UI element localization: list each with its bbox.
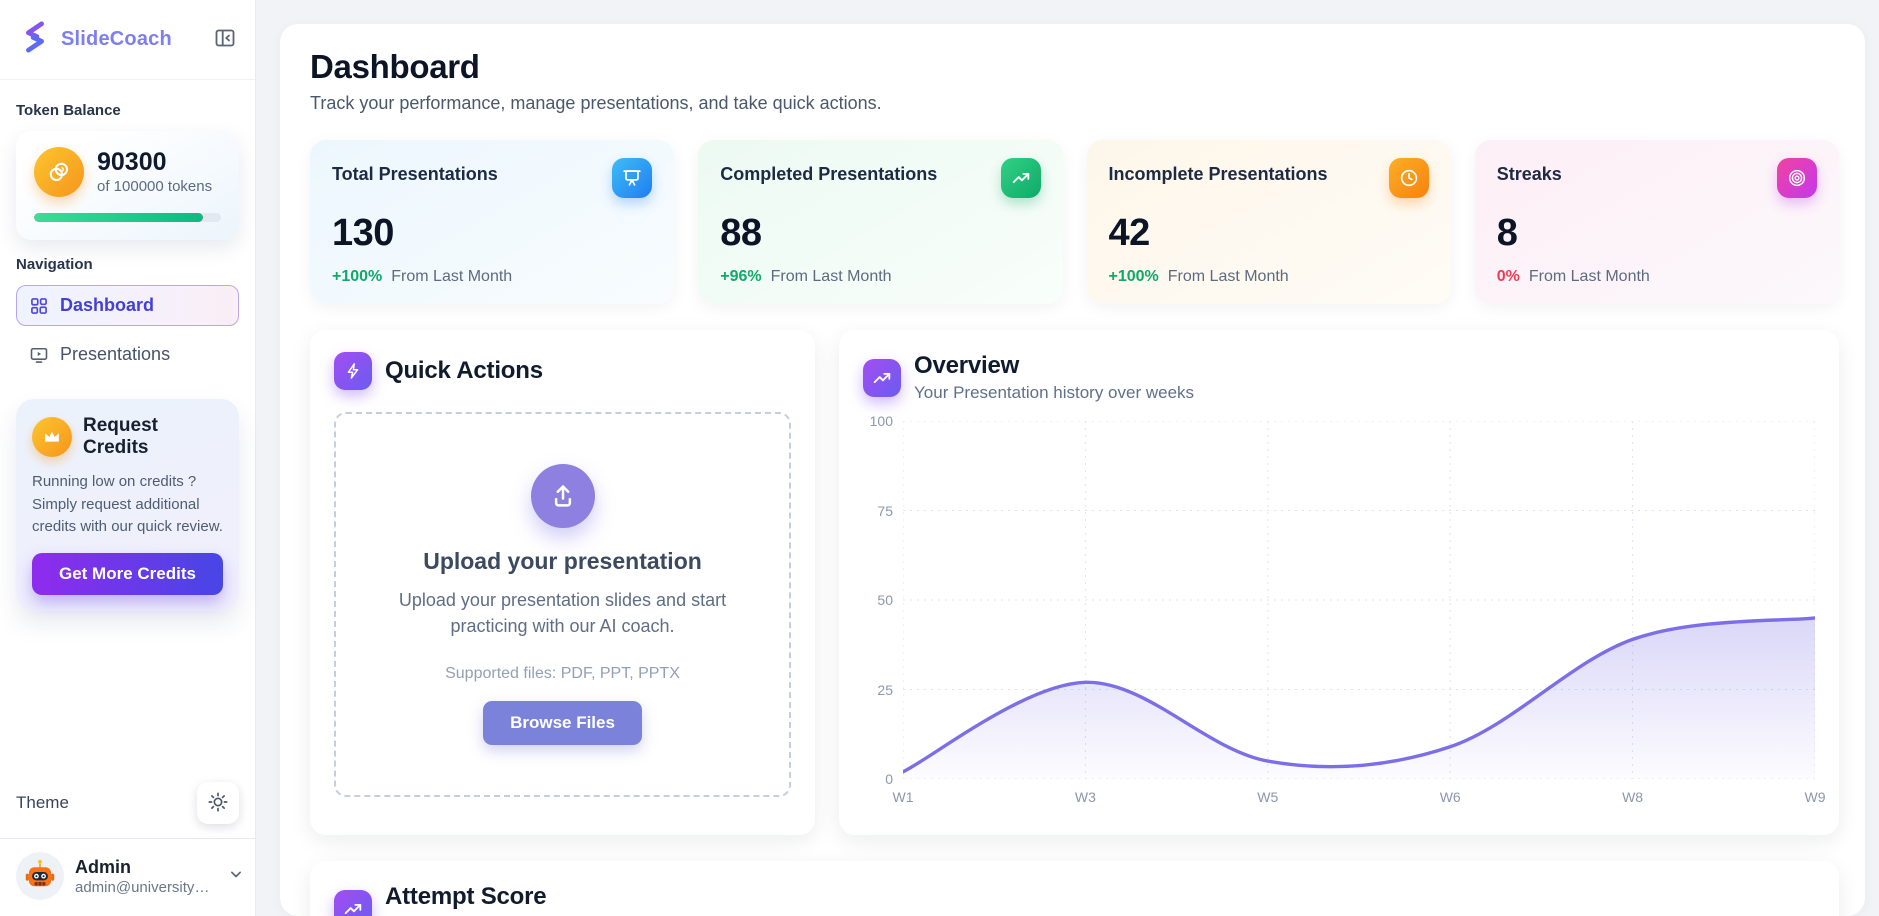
token-amount: 90300	[97, 147, 167, 176]
brand-name: SlideCoach	[61, 28, 172, 50]
stat-delta: +96%	[720, 268, 762, 285]
avatar	[16, 852, 64, 900]
overview-title: Overview	[914, 352, 1020, 379]
stat-value: 130	[332, 212, 394, 254]
overview-subtitle: Your Presentation history over weeks	[914, 383, 1195, 402]
main-area: Dashboard Track your performance, manage…	[256, 0, 1879, 916]
token-total: of 100000 tokens	[97, 178, 213, 196]
sidebar-divider	[0, 838, 255, 839]
stat-card-completed-presentations: Completed Presentations 88 +96% From Las…	[698, 140, 1063, 304]
crown-icon	[32, 417, 72, 457]
attempt-score-subtitle: Your Presentation attempt score	[385, 914, 627, 916]
y-axis-tick: 75	[877, 502, 893, 519]
request-credits-card: Request Credits Running low on credits ?…	[16, 399, 239, 611]
attempt-score-title: Attempt Score	[385, 883, 547, 910]
request-credits-body: Running low on credits ? Simply request …	[32, 473, 223, 535]
clock-icon	[1388, 158, 1429, 198]
navigation-label: Navigation	[16, 256, 93, 273]
x-axis-tick: W6	[1439, 789, 1461, 805]
upload-title: Upload your presentation	[423, 547, 702, 574]
theme-label: Theme	[16, 793, 69, 812]
brand: SlideCoach	[18, 20, 172, 59]
presentation-board-icon	[612, 158, 653, 198]
stat-title: Streaks	[1496, 164, 1562, 184]
content-panel: Dashboard Track your performance, manage…	[280, 24, 1865, 916]
y-axis-tick: 100	[869, 413, 893, 429]
y-axis-tick: 25	[877, 681, 893, 698]
user-email: admin@universityone.c…	[75, 878, 215, 896]
mid-grid: Quick Actions Upload your presentation U…	[310, 330, 1839, 835]
stat-card-total-presentations: Total Presentations 130 +100% From La	[310, 140, 675, 304]
trending-up-icon	[1000, 158, 1041, 198]
quick-actions-card: Quick Actions Upload your presentation U…	[310, 330, 815, 835]
quick-actions-title: Quick Actions	[385, 357, 543, 384]
stat-value: 42	[1108, 212, 1151, 254]
stat-note: From Last Month	[1528, 268, 1650, 285]
supported-files-note: Supported files: PDF, PPT, PPTX	[445, 665, 680, 683]
x-axis-tick: W9	[1804, 789, 1826, 805]
token-balance-label: Token Balance	[16, 102, 121, 119]
overview-card: Overview Your Presentation history over …	[839, 330, 1839, 835]
stat-note: From Last Month	[1167, 268, 1289, 285]
stat-title: Incomplete Presentations	[1108, 164, 1328, 184]
upload-icon	[530, 463, 595, 528]
user-name: Admin	[75, 856, 131, 877]
sidebar-item-label: Presentations	[60, 344, 171, 364]
token-progress-bar	[34, 213, 221, 222]
token-balance-card: 90300 of 100000 tokens	[16, 131, 239, 240]
stat-delta: 0%	[1496, 268, 1520, 285]
sidebar-collapse-button[interactable]	[213, 26, 237, 53]
stat-delta: +100%	[1108, 268, 1159, 285]
trending-up-icon	[334, 889, 372, 916]
grid-icon	[29, 296, 49, 316]
area-chart	[903, 421, 1815, 779]
logo-row: SlideCoach	[0, 0, 255, 80]
coins-icon	[34, 147, 84, 197]
sidebar-item-dashboard[interactable]: Dashboard	[16, 285, 239, 326]
upload-dropzone[interactable]: Upload your presentation Upload your pre…	[334, 412, 791, 797]
sidebar-item-label: Dashboard	[60, 295, 155, 315]
stats-grid: Total Presentations 130 +100% From La	[310, 140, 1839, 304]
stat-card-streaks: Streaks 8 0% From Last Month	[1474, 140, 1839, 304]
disc-icon	[1777, 158, 1817, 198]
chevron-down-icon[interactable]	[226, 864, 246, 889]
x-axis-tick: W5	[1257, 789, 1279, 805]
sidebar-body: Token Balance 90300 of 100000 tokens	[0, 80, 255, 772]
page-title: Dashboard	[310, 48, 480, 85]
x-axis-tick: W8	[1622, 789, 1644, 805]
theme-toggle-button[interactable]	[197, 782, 239, 824]
get-more-credits-button[interactable]: Get More Credits	[32, 552, 223, 595]
stat-card-incomplete-presentations: Incomplete Presentations 42 +100% From L…	[1086, 140, 1451, 304]
stat-note: From Last Month	[770, 268, 892, 285]
stat-note: From Last Month	[391, 268, 513, 285]
stat-delta: +100%	[332, 268, 383, 285]
panel-collapse-icon	[213, 26, 237, 53]
stat-value: 8	[1496, 212, 1518, 254]
stat-value: 88	[720, 212, 762, 254]
y-axis-tick: 0	[885, 771, 893, 787]
browse-files-button[interactable]: Browse Files	[483, 701, 642, 746]
upload-body: Upload your presentation slides and star…	[398, 589, 727, 636]
x-axis-tick: W1	[892, 789, 914, 805]
y-axis-tick: 50	[877, 592, 893, 608]
x-axis-tick: W3	[1074, 789, 1096, 805]
token-progress-fill	[34, 213, 203, 222]
sidebar-item-presentations[interactable]: Presentations	[16, 334, 239, 375]
page-subtitle: Track your performance, manage presentat…	[310, 93, 882, 113]
user-menu[interactable]: Admin admin@universityone.c…	[0, 839, 255, 916]
overview-chart: 0 25 50 75 100 W1 W3 W5 W6 W8 W9	[870, 413, 1826, 805]
presentation-screen-icon	[29, 345, 49, 365]
stat-title: Completed Presentations	[720, 164, 938, 184]
slidecoach-logo-icon	[18, 20, 52, 59]
request-credits-title: Request Credits	[83, 415, 158, 458]
trending-up-icon	[863, 358, 901, 397]
zap-icon	[334, 352, 372, 390]
stat-title: Total Presentations	[332, 164, 498, 184]
sidebar: SlideCoach Token Balance	[0, 0, 256, 916]
sidebar-bottom: Theme	[0, 772, 255, 916]
attempt-score-card: Attempt Score Your Presentation attempt …	[310, 861, 1839, 916]
sun-icon	[207, 791, 229, 816]
